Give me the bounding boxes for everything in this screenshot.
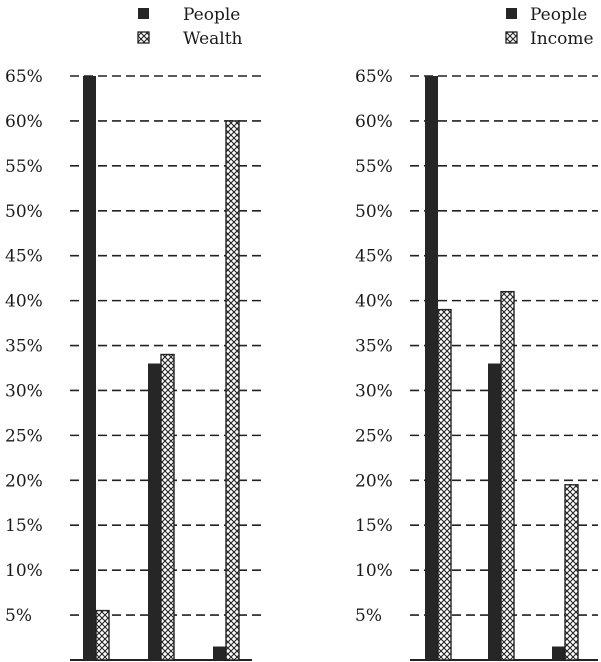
chart-panel-wealth: 5% 10% 15% 20% 25% 30% 35% 40% 45% 50% 55% 60% 65% Pe… <box>5 5 262 661</box>
bar-income-3 <box>564 484 579 661</box>
bar-wealth-2 <box>160 353 175 661</box>
y-tick-label: 45% <box>355 247 393 267</box>
y-tick-label: 10% <box>5 561 43 581</box>
legend-swatch-people <box>138 8 149 19</box>
y-tick-label: 50% <box>355 202 393 222</box>
legend-label-wealth: Wealth <box>183 29 243 49</box>
y-tick-label: 30% <box>5 381 43 401</box>
y-tick-label: 40% <box>355 292 393 312</box>
bar-income-1 <box>437 308 452 661</box>
bar-people-1 <box>83 76 96 660</box>
y-tick-label: 55% <box>355 157 393 177</box>
bar-people-1 <box>425 76 438 660</box>
y-tick-label: 55% <box>5 157 43 177</box>
bar-income-2 <box>500 290 515 661</box>
legend-label-people: People <box>530 5 587 25</box>
y-tick-label: 15% <box>5 516 43 536</box>
y-tick-label: 50% <box>5 202 43 222</box>
y-tick-label: 35% <box>5 337 43 357</box>
bar-people-3 <box>552 646 565 660</box>
y-tick-label: 25% <box>355 426 393 446</box>
y-tick-label: 30% <box>355 381 393 401</box>
y-tick-label: 65% <box>355 67 393 87</box>
y-tick-label: 5% <box>355 606 382 626</box>
y-tick-label: 40% <box>5 292 43 312</box>
legend-swatch-people <box>506 8 517 19</box>
y-tick-label: 35% <box>355 337 393 357</box>
y-tick-label: 15% <box>355 516 393 536</box>
y-tick-label: 45% <box>5 247 43 267</box>
y-tick-label: 65% <box>5 67 43 87</box>
legend-swatch-income <box>505 31 518 44</box>
legend-label-income: Income <box>530 29 594 49</box>
y-tick-label: 20% <box>355 471 393 491</box>
chart-panel-income: 5% 10% 15% 20% 25% 30% 35% 40% 45% 50% 55% 60% 65% Pe… <box>355 5 598 661</box>
bar-people-3 <box>213 646 226 660</box>
y-tick-label: 10% <box>355 561 393 581</box>
y-tick-label: 25% <box>5 426 43 446</box>
legend-swatch-wealth <box>137 31 150 44</box>
legend-label-people: People <box>183 5 240 25</box>
bar-wealth-1 <box>95 609 110 661</box>
y-tick-label: 20% <box>5 471 43 491</box>
y-tick-label: 60% <box>355 112 393 132</box>
bar-people-2 <box>148 363 161 660</box>
bar-wealth-3 <box>225 120 240 661</box>
y-tick-label: 60% <box>5 112 43 132</box>
bar-people-2 <box>488 363 501 660</box>
y-tick-label: 5% <box>5 606 32 626</box>
